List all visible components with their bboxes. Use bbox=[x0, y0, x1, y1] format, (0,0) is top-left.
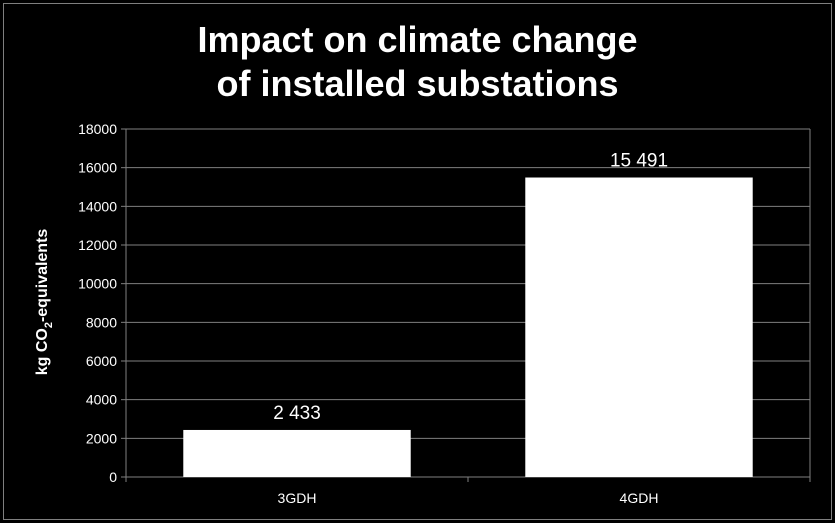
y-axis-title-suffix: -equivalents bbox=[34, 229, 51, 322]
data-label-4gdh: 15 491 bbox=[610, 151, 668, 172]
y-axis-title-prefix: kg CO bbox=[34, 328, 51, 375]
chart-title: Impact on climate change of installed su… bbox=[0, 18, 835, 106]
bar-4gdh bbox=[525, 177, 753, 478]
y-tick-label: 14000 bbox=[78, 198, 117, 214]
tick-labels: 0 2000 4000 6000 8000 10000 12000 14000 16000 180… bbox=[78, 121, 658, 506]
data-labels: 2 433 15 491 bbox=[273, 151, 668, 424]
y-tick-label: 10000 bbox=[78, 276, 117, 292]
bars bbox=[183, 177, 753, 478]
y-axis-title: kg CO2-equivalents bbox=[34, 229, 55, 376]
y-tick-label: 12000 bbox=[78, 237, 117, 253]
y-tick-label: 2000 bbox=[86, 430, 117, 446]
chart-title-line-1: Impact on climate change bbox=[197, 19, 638, 60]
chart-frame bbox=[3, 3, 832, 520]
data-label-3gdh: 2 433 bbox=[273, 403, 321, 424]
chart-title-line-2: of installed substations bbox=[216, 63, 619, 104]
y-tick-label: 0 bbox=[109, 469, 117, 485]
y-axis-title-subscript: 2 bbox=[43, 322, 55, 328]
bar-3gdh bbox=[183, 429, 411, 477]
y-tick-label: 16000 bbox=[78, 160, 117, 176]
y-tick-label: 18000 bbox=[78, 121, 117, 137]
y-tick-label: 4000 bbox=[86, 392, 117, 408]
x-tick-label-4gdh: 4GDH bbox=[620, 490, 659, 506]
x-tick-label-3gdh: 3GDH bbox=[278, 490, 317, 506]
y-tick-label: 6000 bbox=[86, 353, 117, 369]
y-tick-label: 8000 bbox=[86, 314, 117, 330]
